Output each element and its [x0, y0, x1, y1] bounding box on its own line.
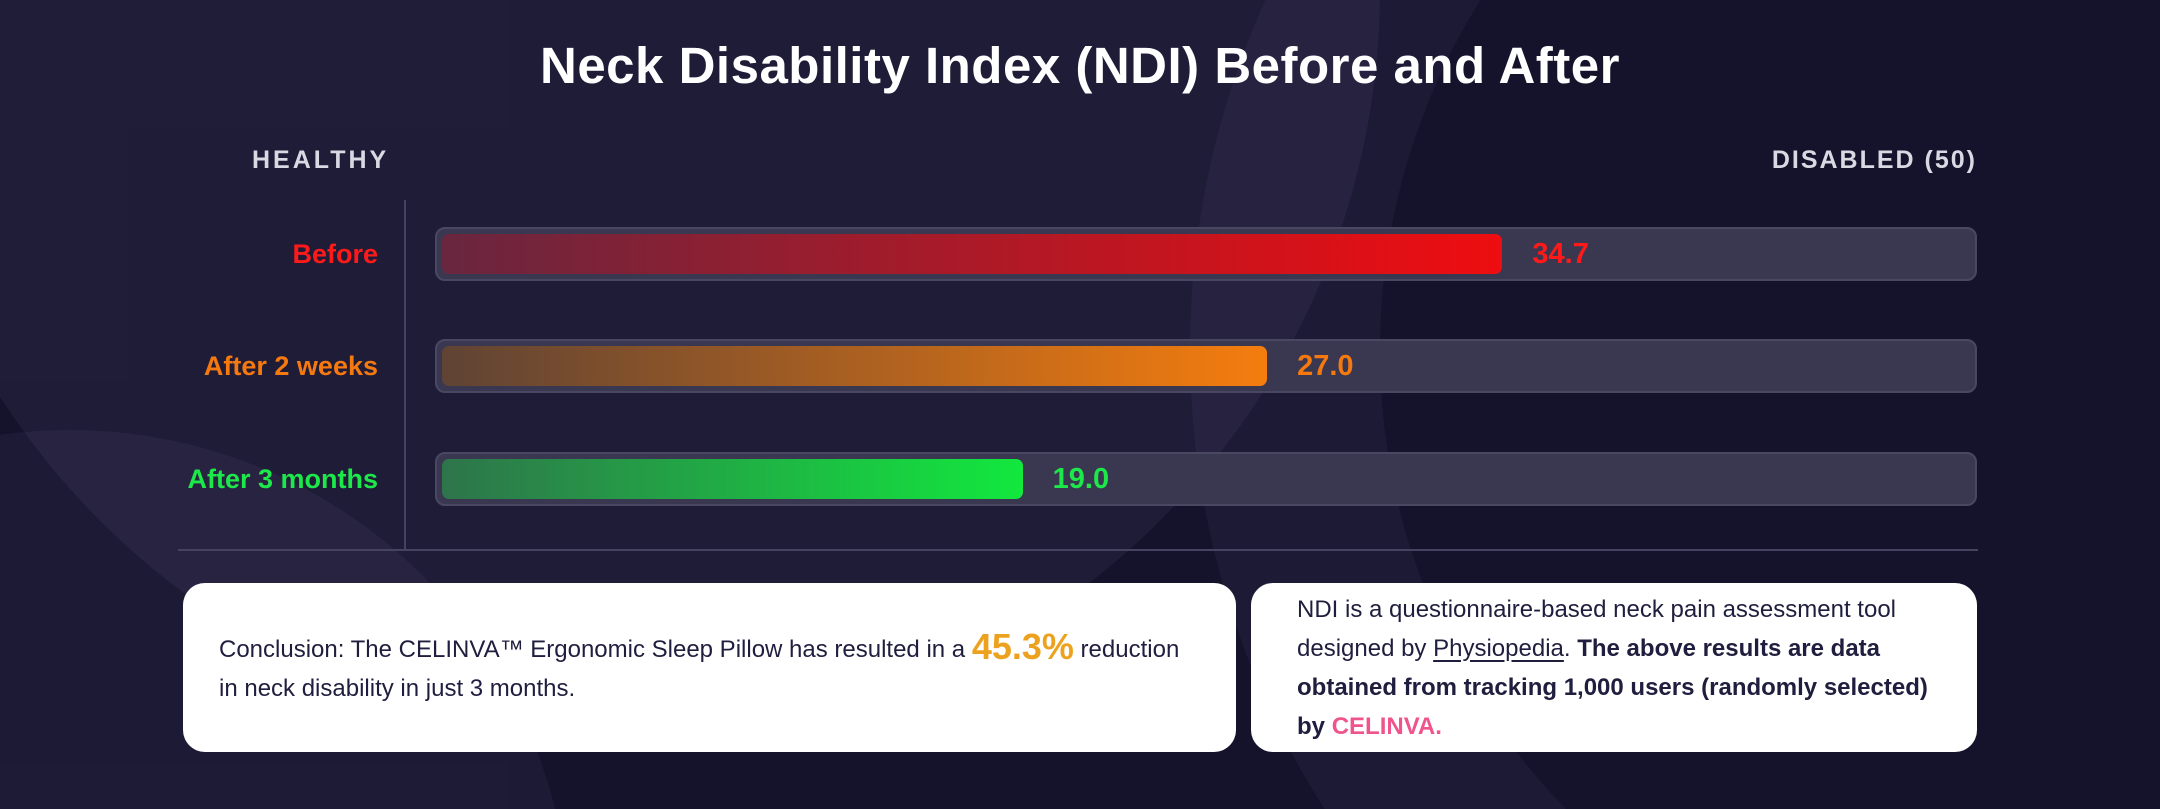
page-title: Neck Disability Index (NDI) Before and A… [539, 37, 1620, 94]
bar-label: After 3 months [187, 463, 378, 494]
reduction-percentage: 45.3% [971, 626, 1074, 667]
bar-track: 19.0 [435, 452, 1977, 506]
ndi-info-regular: NDI is a questionnaire-based neck pain a… [1297, 595, 1896, 662]
y-axis-line [404, 200, 406, 549]
bar-track: 27.0 [435, 339, 1977, 393]
scale-label-disabled: DISABLED (50) [1771, 146, 1977, 174]
ndi-info-text: NDI is a questionnaire-based neck pain a… [1297, 590, 1939, 746]
bar-value: 27.0 [1297, 349, 1354, 382]
conclusion-text: Conclusion: The CELINVA™ Ergonomic Sleep… [219, 627, 1180, 708]
bar-fill-after-2-weeks [442, 346, 1268, 386]
bar-row-after-3-months: After 3 months 19.0 [0, 452, 1977, 506]
bar-value: 19.0 [1052, 462, 1110, 495]
conclusion-card: Conclusion: The CELINVA™ Ergonomic Sleep… [183, 583, 1236, 752]
bar-fill-before [442, 234, 1503, 274]
ndi-info-card: NDI is a questionnaire-based neck pain a… [1251, 583, 1977, 752]
conclusion-text-prefix: Conclusion: The CELINVA™ Ergonomic Sleep… [219, 636, 972, 663]
scale-label-healthy: HEALTHY [252, 146, 390, 174]
x-axis-line [178, 549, 1978, 551]
bar-row-before: Before 34.7 [0, 227, 1977, 281]
bar-label: Before [292, 238, 378, 269]
ndi-info-after-link: . [1563, 634, 1578, 662]
bar-value: 34.7 [1532, 237, 1589, 270]
physiopedia-link[interactable]: Physiopedia [1433, 634, 1564, 662]
bar-label: After 2 weeks [203, 350, 378, 381]
conclusion-text-suffix: reduction in neck disability in just 3 m… [219, 636, 1180, 702]
celinva-brand: CELINVA. [1331, 712, 1442, 740]
ndi-info-bold: The above results are data obtained from… [1297, 634, 1928, 740]
bar-track: 34.7 [435, 227, 1977, 281]
bar-row-after-2-weeks: After 2 weeks 27.0 [0, 339, 1977, 393]
bar-fill-after-3-months [442, 459, 1023, 499]
